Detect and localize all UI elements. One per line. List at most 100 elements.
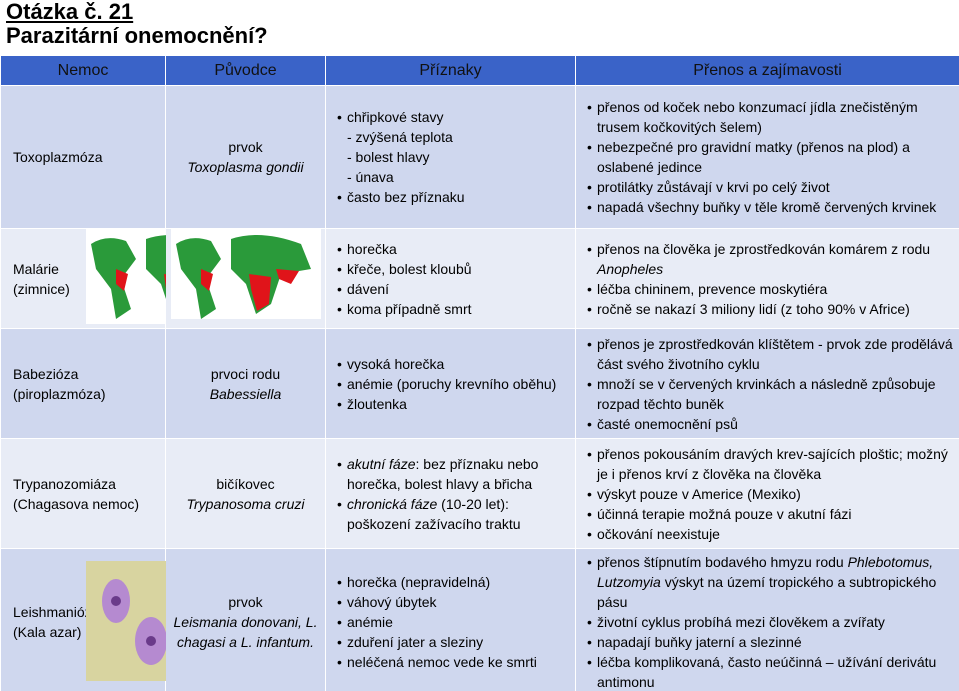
table: Nemoc Původce Příznaky Přenos a zajímavosti… (0, 55, 959, 691)
text: (10-20 let): poškození zažívacího traktu (347, 495, 521, 532)
table-body: Toxoplazmóza prvok Toxoplasma gondii chřipk… (0, 85, 959, 691)
disease-name: Toxoplazmóza (13, 149, 103, 165)
agent-latin: Leismania donovani, L. chagasi a L. infa… (173, 613, 318, 650)
agent-cell: Plasmodia (165, 228, 326, 329)
disease-name: Leishmanióza (13, 603, 100, 620)
disease-name: (piroplazmóza) (13, 385, 106, 402)
list-item: vysoká horečka (337, 354, 574, 374)
list: přenos štípnutím bodavého hmyzu rodu Phl… (577, 552, 958, 691)
table-row: Malárie(zimnice)Plasmodiahorečkakřeče, b… (0, 228, 959, 329)
list-item: váhový úbytek (337, 592, 574, 612)
list-item: často bez příznaku (337, 187, 574, 207)
table-row: Babezióza (piroplazmóza) prvoci rodu Babess… (0, 328, 959, 439)
list: vysoká horečkaanémie (poruchy krevního o… (327, 354, 574, 414)
agent-latin: Babessiella (209, 385, 282, 402)
disease-name: Babezióza (13, 365, 79, 382)
disease-name: (Kala azar) (13, 623, 82, 640)
disease-cell: Babezióza (piroplazmóza) (0, 328, 166, 439)
list-item: křeče, bolest kloubů (337, 259, 574, 279)
list: přenos od koček nebo konzumací jídla zne… (577, 97, 958, 217)
list-item: přenos je zprostředkován klíštětem - prv… (587, 334, 958, 374)
symptoms-cell: chřipkové stavy - zvýšená teplota - bolest… (325, 85, 576, 229)
subtitle: Parazitární onemocnění? (6, 23, 268, 48)
agent-latin: Trypanosoma cruzi (186, 495, 305, 512)
list-item: časté onemocnění psů (587, 414, 958, 434)
list-item: nebezpečné pro gravidní matky (přenos na… (587, 137, 958, 177)
list-item: napadá všechny buňky v těle kromě červen… (587, 197, 958, 217)
list-item: výskyt pouze v Americe (Mexiko) (587, 484, 958, 504)
illustration (86, 229, 166, 324)
agent-name: prvoci rodu (210, 365, 281, 382)
notes-cell: přenos od koček nebo konzumací jídla zne… (575, 85, 959, 229)
list-item: dávení (337, 279, 574, 299)
symptoms-cell: akutní fáze: bez příznaku nebo horečka, … (325, 438, 576, 549)
agent-latin: Toxoplasma gondii (187, 159, 304, 175)
list-item: anémie (337, 612, 574, 632)
notes-cell: přenos pokousáním dravých krev-sajících … (575, 438, 959, 549)
agent-cell: prvok Toxoplasma gondii (165, 85, 326, 229)
list-item: očkování neexistuje (587, 524, 958, 544)
list-item: - bolest hlavy (347, 149, 430, 165)
list-item: - zvýšená teplota (347, 129, 453, 145)
symptoms-cell: horečka (nepravidelná)váhový úbytekanémi… (325, 548, 576, 691)
list-item: zduření jater a sleziny (337, 632, 574, 652)
list-item: účinná terapie možná pouze v akutní fázi (587, 504, 958, 524)
list-item: životní cyklus probíhá mezi člověkem a z… (587, 612, 958, 632)
table-row: Toxoplazmóza prvok Toxoplasma gondii chřipk… (0, 85, 959, 229)
table-row: Leishmanióza (Kala azar) prvok Leismania do… (0, 548, 959, 691)
list: přenos je zprostředkován klíštětem - prv… (577, 334, 958, 434)
list-item: množí se v červených krvinkách a následn… (587, 374, 958, 414)
list-item: koma případně smrt (337, 299, 574, 319)
list-item: přenos pokousáním dravých krev-sajících … (587, 444, 958, 484)
column-header: Původce (165, 55, 326, 86)
italic-text: akutní fáze (347, 455, 416, 472)
list-item: chronická fáze (10-20 let): poškození za… (337, 494, 574, 534)
list-item: ročně se nakazí 3 miliony lidí (z toho 9… (587, 299, 958, 319)
italic-text: Phlebotomus, Lutzomyia (597, 553, 934, 590)
table-row: Trypanozomiáza (Chagasova nemoc) bičíkovec… (0, 438, 959, 549)
disease-name: (zimnice) (13, 280, 70, 297)
notes-cell: přenos je zprostředkován klíštětem - prv… (575, 328, 959, 439)
text: přenos na člověka je zprostředkován komá… (597, 240, 931, 257)
list-item: akutní fáze: bez příznaku nebo horečka, … (337, 454, 574, 494)
list-item: protilátky zůstávají v krvi po celý živo… (587, 177, 958, 197)
agent-cell: bičíkovec Trypanosoma cruzi (165, 438, 326, 549)
text: přenos štípnutím bodavého hmyzu rodu (597, 553, 848, 570)
illustration (171, 229, 321, 319)
notes-cell: přenos na člověka je zprostředkován komá… (575, 228, 959, 329)
text: výskyt na území tropického a subtropické… (597, 573, 937, 610)
list: horečkakřeče, bolest kloubůdáveníkoma př… (327, 239, 574, 319)
text: : bez příznaku nebo horečka, bolest hlav… (347, 455, 539, 492)
agent-name: bičíkovec (216, 475, 275, 492)
list: akutní fáze: bez příznaku nebo horečka, … (327, 454, 574, 534)
list: přenos na člověka je zprostředkován komá… (577, 239, 958, 319)
title: Otázka č. 21 (6, 0, 134, 24)
column-header: Nemoc (0, 55, 166, 86)
header-row: Nemoc Původce Příznaky Přenos a zajímavosti (0, 55, 959, 86)
italic-text: Anopheles (597, 260, 664, 277)
list-item: horečka (nepravidelná) (337, 572, 574, 592)
notes-cell: přenos štípnutím bodavého hmyzu rodu Phl… (575, 548, 959, 691)
list-item: léčba chininem, prevence moskytiéra (587, 279, 958, 299)
list-item: horečka (337, 239, 574, 259)
column-header: Přenos a zajímavosti (575, 55, 959, 86)
list-item: přenos na člověka je zprostředkován komá… (587, 239, 958, 279)
disease-name: Malárie (13, 260, 59, 277)
disease-cell: Malárie (zimnice) (0, 228, 166, 329)
agent-name: prvok (228, 139, 263, 155)
disease-name: Trypanozomiáza (13, 475, 116, 492)
list-item: žloutenka (337, 394, 574, 414)
list-item: chřipkové stavy (337, 107, 574, 127)
list: chřipkové stavy - zvýšená teplota - bolest… (327, 107, 574, 207)
agent-cell: prvoci rodu Babessiella (165, 328, 326, 439)
list-item: přenos štípnutím bodavého hmyzu rodu Phl… (587, 552, 958, 612)
column-header: Příznaky (325, 55, 576, 86)
list-item: přenos od koček nebo konzumací jídla zne… (587, 97, 958, 137)
symptoms-cell: vysoká horečkaanémie (poruchy krevního o… (325, 328, 576, 439)
disease-cell: Toxoplazmóza (0, 85, 166, 229)
disease-cell: Leishmanióza (Kala azar) (0, 548, 181, 691)
disease-name: (Chagasova nemoc) (13, 495, 140, 512)
list: horečka (nepravidelná)váhový úbytekanémi… (327, 572, 574, 672)
italic-text: chronická fáze (347, 495, 438, 512)
